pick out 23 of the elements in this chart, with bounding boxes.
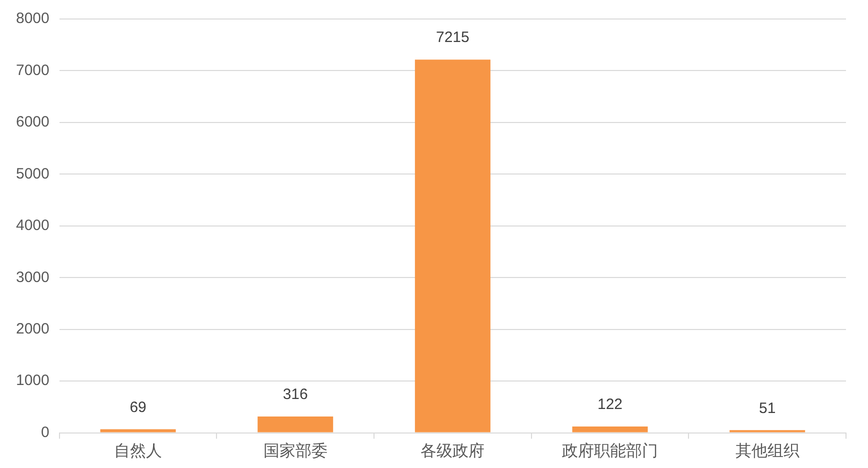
y-tick-label: 3000 [16, 268, 50, 286]
data-label: 7215 [436, 29, 470, 46]
bar [258, 416, 334, 432]
data-label: 69 [130, 398, 146, 416]
y-tick-label: 5000 [16, 165, 50, 182]
x-tick-label: 自然人 [114, 442, 162, 460]
x-tick-label: 各级政府 [420, 442, 485, 460]
y-tick-label: 8000 [16, 10, 50, 28]
y-tick-label: 0 [41, 424, 50, 441]
y-tick-label: 7000 [16, 62, 50, 79]
y-tick-label: 4000 [16, 217, 50, 234]
bar [572, 426, 648, 432]
y-tick-label: 1000 [16, 372, 50, 390]
data-label: 51 [758, 400, 776, 417]
data-label: 316 [282, 386, 308, 404]
y-tick-label: 6000 [16, 114, 50, 131]
x-tick-label: 国家部委 [263, 442, 328, 460]
y-tick-label: 2000 [16, 320, 50, 338]
x-tick-label: 政府职能部门 [562, 442, 658, 460]
bar [100, 429, 176, 432]
data-label: 122 [597, 396, 623, 414]
x-tick-label: 其他组织 [735, 442, 800, 460]
bar [414, 60, 490, 432]
